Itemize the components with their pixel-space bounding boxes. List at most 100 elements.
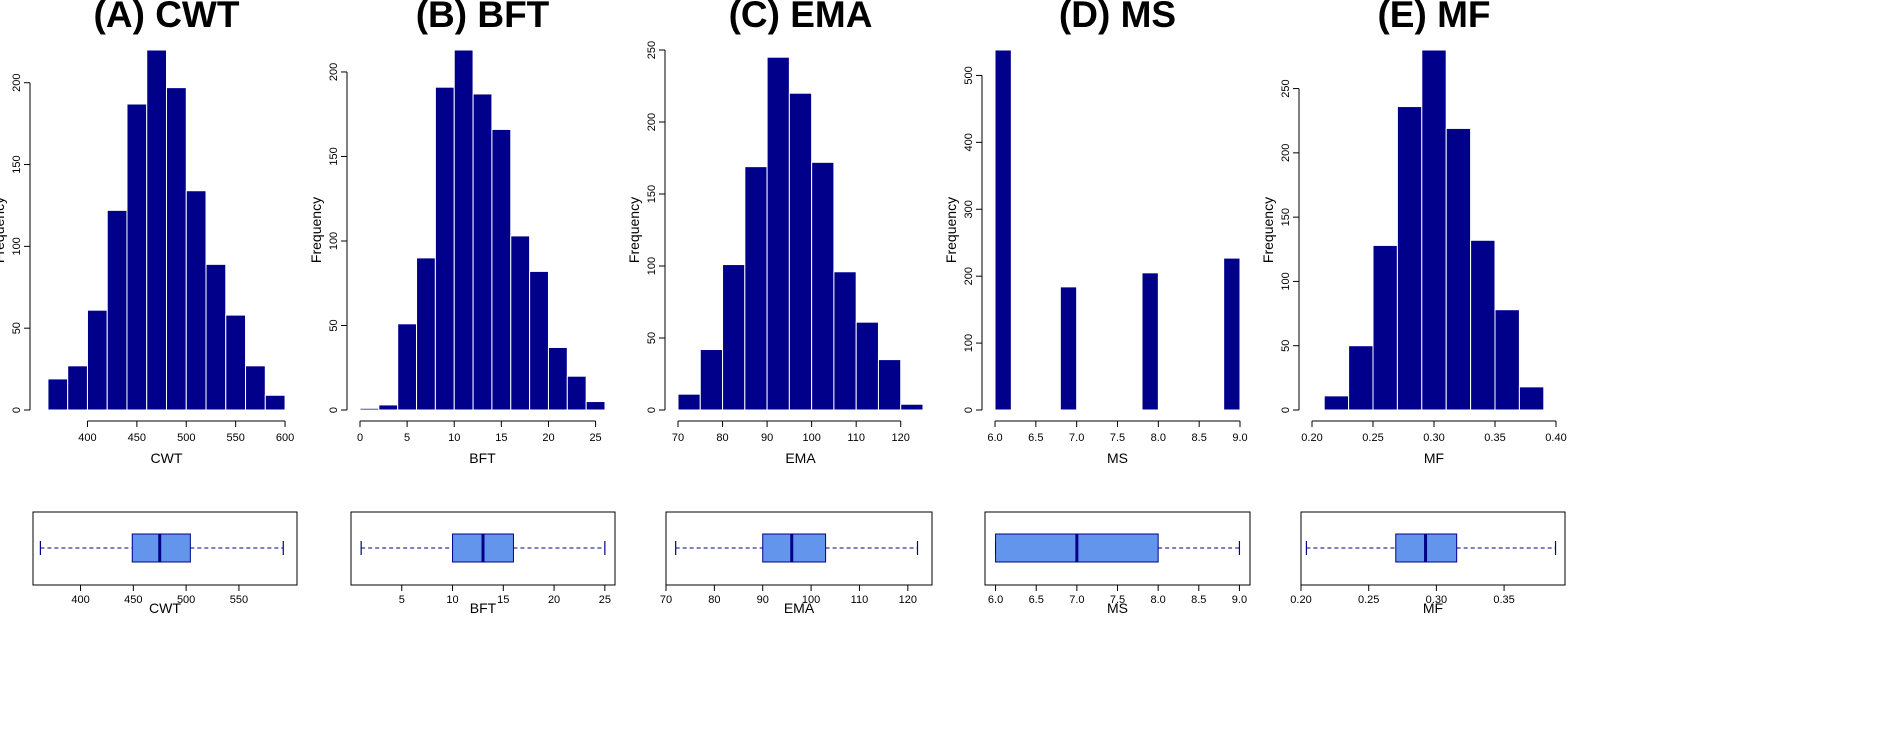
chart-title: (E) MF xyxy=(1377,0,1490,35)
x-tick-label: 0 xyxy=(357,432,363,444)
histogram-bar xyxy=(994,49,1012,411)
y-tick-label: 150 xyxy=(646,185,658,203)
histogram-bar xyxy=(1421,49,1447,411)
y-tick-label: 150 xyxy=(328,147,340,165)
boxplot-tick-label: 0.30 xyxy=(1426,594,1447,606)
histogram-bar xyxy=(833,271,857,411)
histogram-bar xyxy=(416,257,436,411)
histogram-bar xyxy=(1223,257,1241,411)
y-tick-label: 0 xyxy=(328,407,340,413)
chart-title: (D) MS xyxy=(1059,0,1176,35)
boxplot-tick-label: 8.5 xyxy=(1191,594,1206,606)
x-axis-label: MS xyxy=(1107,450,1128,466)
histogram-bar xyxy=(766,56,790,411)
x-tick-label: 7.0 xyxy=(1069,432,1084,444)
y-tick-label: 100 xyxy=(646,257,658,275)
boxplot: 5 10 15 20 25 BFT xyxy=(350,511,616,616)
y-tick-label: 100 xyxy=(1280,272,1292,290)
x-tick-label: 9.0 xyxy=(1232,432,1247,444)
x-tick-label: 80 xyxy=(716,432,728,444)
x-axis: 6.0 6.5 7.0 7.5 8.0 8.5 9.0 MS xyxy=(987,420,1248,466)
x-axis-label: EMA xyxy=(785,450,816,466)
histogram-bar xyxy=(205,263,227,411)
chart-panel-1: (A) CWT 400 450 500 550 600 CWT 0 50 100 150 200 Fre… xyxy=(0,0,298,616)
y-tick-label: 500 xyxy=(963,66,975,84)
boxplot: 0.20 0.25 0.30 0.35 MF xyxy=(1290,511,1566,616)
histogram-bar xyxy=(397,323,418,411)
boxplot-tick-label: 6.0 xyxy=(988,594,1003,606)
y-axis-label: Frequency xyxy=(1260,197,1276,263)
x-tick-label: 90 xyxy=(761,432,773,444)
x-axis: 400 450 500 550 600 CWT xyxy=(78,420,294,466)
boxplot: 6.0 6.5 7.0 7.5 8.0 8.5 9.0 MS xyxy=(984,511,1251,616)
histogram-bar xyxy=(1396,106,1423,411)
chart-panel-2: (B) BFT 0 5 10 15 20 25 BFT 0 50 100 150 200 Frequenc… xyxy=(308,0,616,616)
x-axis: 70 80 90 100 110 120 EMA xyxy=(672,420,910,466)
y-axis-label: Frequency xyxy=(943,197,959,263)
boxplot-tick-label: 7.0 xyxy=(1069,594,1084,606)
x-tick-label: 15 xyxy=(495,432,507,444)
histogram-bar xyxy=(585,401,606,411)
y-tick-label: 200 xyxy=(328,63,340,81)
x-tick-label: 0.30 xyxy=(1423,432,1444,444)
boxplot-tick-label: 15 xyxy=(497,594,509,606)
histogram-bar xyxy=(106,209,128,411)
boxplot: 400 450 500 550 CWT xyxy=(32,511,298,616)
x-tick-label: 120 xyxy=(892,432,910,444)
boxplot-frame xyxy=(32,511,298,586)
boxplot: 70 80 90 100 110 120 EMA xyxy=(660,511,933,616)
boxplot-tick-label: 0.35 xyxy=(1493,594,1514,606)
x-tick-label: 0.25 xyxy=(1362,432,1383,444)
x-tick-label: 100 xyxy=(802,432,820,444)
histogram-bar xyxy=(1445,127,1472,411)
histogram-bar xyxy=(1470,239,1496,411)
y-tick-label: 150 xyxy=(1280,208,1292,226)
boxplot-tick-label: 70 xyxy=(660,594,672,606)
boxplot-tick-label: 80 xyxy=(708,594,720,606)
histogram-bar xyxy=(245,365,266,411)
histogram-bar xyxy=(877,359,902,411)
histogram-bar xyxy=(472,93,493,411)
boxplot-tick-label: 10 xyxy=(446,594,458,606)
histogram-bar xyxy=(1494,309,1520,411)
y-tick-label: 200 xyxy=(646,113,658,131)
y-tick-label: 50 xyxy=(328,319,340,331)
chart-title: (C) EMA xyxy=(729,0,873,35)
boxplot-frame xyxy=(665,511,933,586)
y-tick-label: 50 xyxy=(1280,340,1292,352)
histogram-bar xyxy=(744,166,768,411)
y-tick-label: 0 xyxy=(11,407,23,413)
boxplot-x-label: CWT xyxy=(149,600,181,616)
histogram-bar xyxy=(491,128,512,411)
x-tick-label: 600 xyxy=(276,432,294,444)
boxplot-tick-label: 500 xyxy=(177,594,195,606)
histogram-bar xyxy=(378,404,399,411)
chart-title: (A) CWT xyxy=(94,0,240,35)
histogram-bar xyxy=(67,365,88,411)
y-tick-label: 150 xyxy=(11,155,23,173)
x-tick-label: 450 xyxy=(128,432,146,444)
chart-title: (B) BFT xyxy=(416,0,550,35)
histogram-bar xyxy=(264,394,286,411)
boxplot-x-label: MF xyxy=(1423,600,1443,616)
y-tick-label: 100 xyxy=(11,237,23,255)
y-tick-label: 0 xyxy=(963,407,975,413)
chart-panel-3: (C) EMA 70 80 90 100 110 120 EMA 0 50 100 150 200 250… xyxy=(626,0,933,616)
x-tick-label: 400 xyxy=(78,432,96,444)
boxplot-tick-label: 6.5 xyxy=(1029,594,1044,606)
histogram-bar xyxy=(677,393,701,411)
boxplot-x-label: MS xyxy=(1107,600,1128,616)
histogram-bar xyxy=(225,314,247,411)
histogram-bar xyxy=(1323,395,1350,411)
y-axis-label: Frequency xyxy=(308,197,324,263)
x-tick-label: 20 xyxy=(542,432,554,444)
boxplot-tick-label: 400 xyxy=(71,594,89,606)
x-tick-label: 8.0 xyxy=(1151,432,1166,444)
histogram-bar xyxy=(788,92,813,411)
x-tick-label: 10 xyxy=(448,432,460,444)
histogram-bar xyxy=(146,49,168,411)
x-tick-label: 0.20 xyxy=(1301,432,1322,444)
y-tick-label: 50 xyxy=(646,332,658,344)
y-tick-label: 200 xyxy=(963,267,975,285)
y-axis: 0 100 200 300 400 500 Frequency xyxy=(943,66,983,413)
